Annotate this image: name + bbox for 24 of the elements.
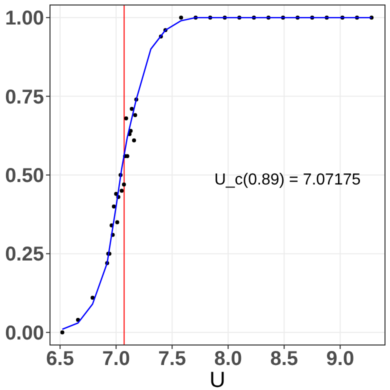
x-axis-title: U [210,367,226,390]
y-tick-label: 0.50 [5,165,44,187]
x-tick-label: 7.0 [102,348,130,370]
annotation: U_c(0.89) = 7.07175 [214,172,361,189]
y-tick-label: 0.75 [5,86,44,108]
point [90,296,95,300]
x-tick-label: 8.5 [270,348,298,370]
point [132,138,136,142]
y-tick-label: 1.00 [5,8,44,30]
point [133,113,138,118]
point [120,188,124,193]
x-tick-label: 9.0 [326,348,354,370]
point [60,330,64,334]
point [122,182,126,186]
point [130,106,134,111]
y-tick-label: 0.00 [5,322,44,344]
point [115,220,120,224]
point [124,116,128,120]
x-tick-label: 7.5 [158,348,186,370]
point [112,204,116,208]
x-tick-label: 8.0 [214,348,242,370]
point [179,16,184,20]
x-tick-label: 6.5 [46,348,74,370]
y-tick-label: 0.25 [5,244,44,266]
